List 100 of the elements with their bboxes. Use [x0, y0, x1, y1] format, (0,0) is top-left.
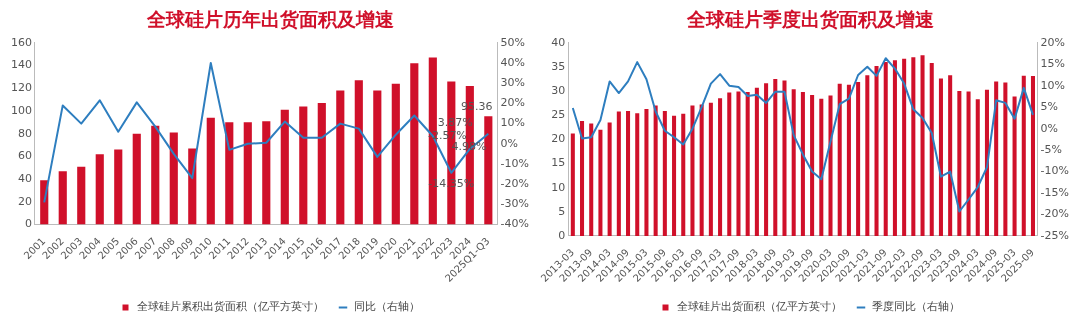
y2-tick-label: 0% [500, 136, 519, 150]
y-tick-label: 60 [18, 149, 32, 163]
bar [984, 89, 989, 236]
bar [754, 87, 759, 236]
y-tick-label: 0 [25, 217, 32, 231]
y-tick-label: 80 [18, 126, 32, 140]
bar [635, 113, 640, 236]
bar [911, 57, 916, 236]
bar [727, 92, 732, 236]
bar [151, 125, 160, 225]
bar [58, 171, 67, 225]
bar [114, 149, 123, 225]
bar [644, 108, 649, 236]
bar [690, 105, 695, 236]
bar [948, 75, 953, 236]
bar [607, 122, 612, 236]
bar [77, 166, 86, 225]
y2-tick-label: -5% [1040, 142, 1062, 156]
y2-tick-label: 40% [500, 55, 526, 69]
bar [580, 121, 585, 236]
bar [206, 117, 215, 225]
bar [902, 58, 907, 236]
bar [764, 83, 769, 236]
bar [920, 55, 925, 236]
y2-tick-label: 10% [500, 116, 526, 130]
y-tick-label: 15 [551, 156, 566, 170]
bar [828, 95, 833, 236]
bar [132, 133, 141, 225]
bar [616, 111, 621, 236]
bar [837, 83, 842, 236]
y2-tick-label: -10% [1040, 164, 1069, 178]
legend-label: 全球硅片累积出货面积（亿平方英寸） [136, 300, 324, 314]
y2-tick-label: 0% [1040, 121, 1059, 135]
y-tick-label: 100 [11, 103, 32, 117]
chart-title: 全球硅片历年出货面积及增速 [145, 8, 394, 31]
y-tick-label: 5 [558, 204, 566, 218]
bar [938, 78, 943, 236]
y2-tick-label: 5% [1040, 100, 1059, 114]
bar [354, 80, 363, 225]
bar [874, 65, 879, 236]
bar [1012, 96, 1017, 236]
bar [1003, 82, 1008, 236]
y2-tick-label: -10% [500, 156, 529, 170]
bar [672, 115, 677, 236]
bar [856, 81, 861, 236]
bar [1030, 76, 1036, 236]
bar [570, 133, 575, 236]
y-tick-label: 40 [18, 171, 32, 185]
bar [718, 98, 723, 236]
y-tick-label: 35 [551, 59, 566, 73]
bar [280, 109, 289, 225]
bar [966, 91, 971, 236]
bar [681, 113, 686, 236]
chart-title: 全球硅片季度出货面积及增速 [685, 8, 934, 31]
bar [598, 129, 603, 236]
bar [708, 102, 713, 236]
y2-tick-label: -40% [500, 217, 529, 231]
y2-tick-label: -30% [500, 197, 529, 211]
bar [662, 110, 667, 236]
bar [484, 116, 493, 225]
bar [929, 63, 934, 236]
y-tick-label: 25 [551, 108, 566, 122]
bar [975, 99, 980, 236]
y2-tick-label: 30% [500, 76, 526, 90]
y-tick-label: 40 [551, 35, 566, 49]
y-tick-label: 10 [551, 180, 566, 194]
y2-tick-label: 15% [1040, 57, 1066, 71]
bar [336, 90, 345, 225]
bar [782, 80, 787, 236]
y2-tick-label: 50% [500, 35, 526, 49]
bar [800, 92, 805, 236]
bar [299, 106, 308, 225]
bar [391, 83, 400, 225]
legend-label: 同比（右轴） [354, 300, 420, 314]
bar [589, 123, 594, 236]
bar [846, 84, 851, 236]
bar [819, 98, 824, 236]
bar [773, 79, 778, 236]
bar [994, 81, 999, 236]
y2-tick-label: 10% [1040, 78, 1066, 92]
legend-label: 全球硅片出货面积（亿平方英寸） [676, 300, 842, 314]
bar [883, 62, 888, 236]
bar [865, 75, 870, 236]
bar [791, 89, 796, 236]
y-tick-label: 30 [551, 83, 566, 97]
bar [243, 122, 252, 225]
y-tick-label: 20 [551, 132, 566, 146]
bar [736, 91, 741, 236]
bar [262, 121, 271, 225]
y2-tick-label: 20% [1040, 35, 1066, 49]
bar [699, 104, 704, 236]
y2-tick-label: -20% [500, 177, 529, 191]
bar [626, 110, 631, 236]
bar [410, 63, 419, 225]
bar [169, 132, 178, 225]
y-tick-label: 140 [11, 58, 32, 72]
y-tick-label: 160 [11, 35, 32, 49]
bar [317, 103, 326, 225]
bar [225, 122, 234, 225]
bar [95, 154, 104, 225]
